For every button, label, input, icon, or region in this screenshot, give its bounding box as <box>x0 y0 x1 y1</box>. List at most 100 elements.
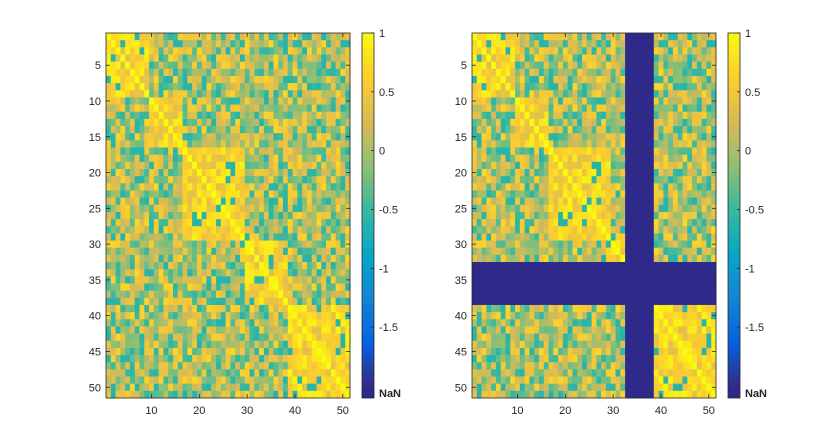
heatmap-cell <box>287 161 293 170</box>
heatmap-cell-nan <box>639 240 645 249</box>
heatmap-cell <box>340 211 346 220</box>
heatmap-cell <box>335 347 341 356</box>
heatmap-cell <box>658 97 664 105</box>
heatmap-cell <box>605 118 612 127</box>
heatmap-cell-nan <box>639 133 645 141</box>
heatmap-cell <box>239 40 246 48</box>
heatmap-cell <box>110 390 116 399</box>
heatmap-cell <box>340 383 346 392</box>
heatmap-cell <box>254 347 260 356</box>
heatmap-cell <box>620 140 626 148</box>
heatmap-cell <box>259 54 265 62</box>
heatmap-cell <box>701 154 707 163</box>
heatmap-cell-nan <box>548 283 554 291</box>
heatmap-cell <box>206 54 212 62</box>
heatmap-cell <box>326 140 332 148</box>
heatmap-cell <box>211 233 217 241</box>
heatmap-cell <box>663 147 669 156</box>
heatmap-cell <box>558 219 564 227</box>
heatmap-cell <box>529 319 535 327</box>
heatmap-cell <box>706 304 712 313</box>
heatmap-cell <box>254 226 260 234</box>
heatmap-cell <box>206 355 212 363</box>
heatmap-cell <box>110 33 116 41</box>
heatmap-cell <box>187 219 193 227</box>
heatmap-cell <box>572 61 578 70</box>
heatmap-cell <box>196 362 203 370</box>
heatmap-cell <box>653 168 659 177</box>
heatmap-cell <box>110 219 116 227</box>
heatmap-cell <box>529 211 535 220</box>
heatmap-cell <box>672 126 679 134</box>
heatmap-cell <box>110 54 116 62</box>
heatmap-cell <box>263 183 270 191</box>
heatmap-cell <box>216 283 222 291</box>
heatmap-cell <box>601 240 607 249</box>
heatmap-cell <box>196 176 203 184</box>
heatmap-cell <box>524 47 530 55</box>
heatmap-cell <box>125 61 131 70</box>
heatmap-cell <box>706 312 712 320</box>
colorbar-segment <box>362 221 374 226</box>
heatmap-cell <box>682 197 688 206</box>
heatmap-cell <box>129 211 136 220</box>
heatmap-cell <box>534 254 540 263</box>
heatmap-cell <box>177 376 183 385</box>
heatmap-cell <box>326 33 332 41</box>
heatmap-cell <box>211 97 217 105</box>
heatmap-cell <box>543 140 549 148</box>
heatmap-cell <box>534 247 540 256</box>
heatmap-cell <box>201 390 207 399</box>
heatmap-cell-nan <box>543 262 549 270</box>
heatmap-cell <box>225 90 231 98</box>
heatmap-cell <box>620 319 626 327</box>
heatmap-cell <box>519 118 525 127</box>
heatmap-cell <box>505 312 511 320</box>
heatmap-cell-nan <box>687 276 693 284</box>
heatmap-cell-nan <box>649 319 655 327</box>
heatmap-cell <box>302 161 308 170</box>
heatmap-cell <box>163 376 169 385</box>
heatmap-cell <box>345 104 351 113</box>
heatmap-cell <box>177 233 183 241</box>
heatmap-cell-nan <box>692 269 698 277</box>
heatmap-cell <box>577 40 583 48</box>
heatmap-cell <box>225 347 231 356</box>
heatmap-cell <box>273 240 279 249</box>
heatmap-cell <box>211 176 217 184</box>
colorbar-segment <box>362 335 374 340</box>
heatmap-cell <box>254 140 260 148</box>
heatmap-cell <box>534 183 540 191</box>
heatmap-cell <box>687 254 693 263</box>
heatmap-cell <box>249 97 255 105</box>
heatmap-cell <box>495 140 502 148</box>
heatmap-cell <box>283 283 289 291</box>
heatmap-cell-nan <box>625 254 631 263</box>
heatmap-cell <box>591 154 597 163</box>
heatmap-cell <box>149 126 155 134</box>
heatmap-cell-nan <box>634 133 640 141</box>
heatmap-cell <box>335 75 341 84</box>
heatmap-cell <box>287 75 293 84</box>
heatmap-cell <box>182 61 188 70</box>
heatmap-cell <box>196 126 203 134</box>
heatmap-cell <box>620 226 626 234</box>
heatmap-cell-nan <box>649 54 655 62</box>
heatmap-cell-nan <box>649 333 655 342</box>
heatmap-cell <box>677 204 683 213</box>
heatmap-cell <box>534 226 540 234</box>
heatmap-cell <box>273 219 279 227</box>
heatmap-cell <box>481 247 487 256</box>
heatmap-cell <box>172 369 179 377</box>
heatmap-cell <box>326 233 332 241</box>
heatmap-cell <box>239 347 246 356</box>
heatmap-cell <box>601 247 607 256</box>
heatmap-cell <box>658 183 664 191</box>
heatmap-cell <box>192 111 198 120</box>
heatmap-cell <box>335 161 341 170</box>
heatmap-cell <box>335 204 341 213</box>
heatmap-cell <box>481 176 487 184</box>
y-tick-label: 35 <box>89 275 101 287</box>
heatmap-cell <box>476 83 482 91</box>
heatmap-cell <box>139 226 145 234</box>
